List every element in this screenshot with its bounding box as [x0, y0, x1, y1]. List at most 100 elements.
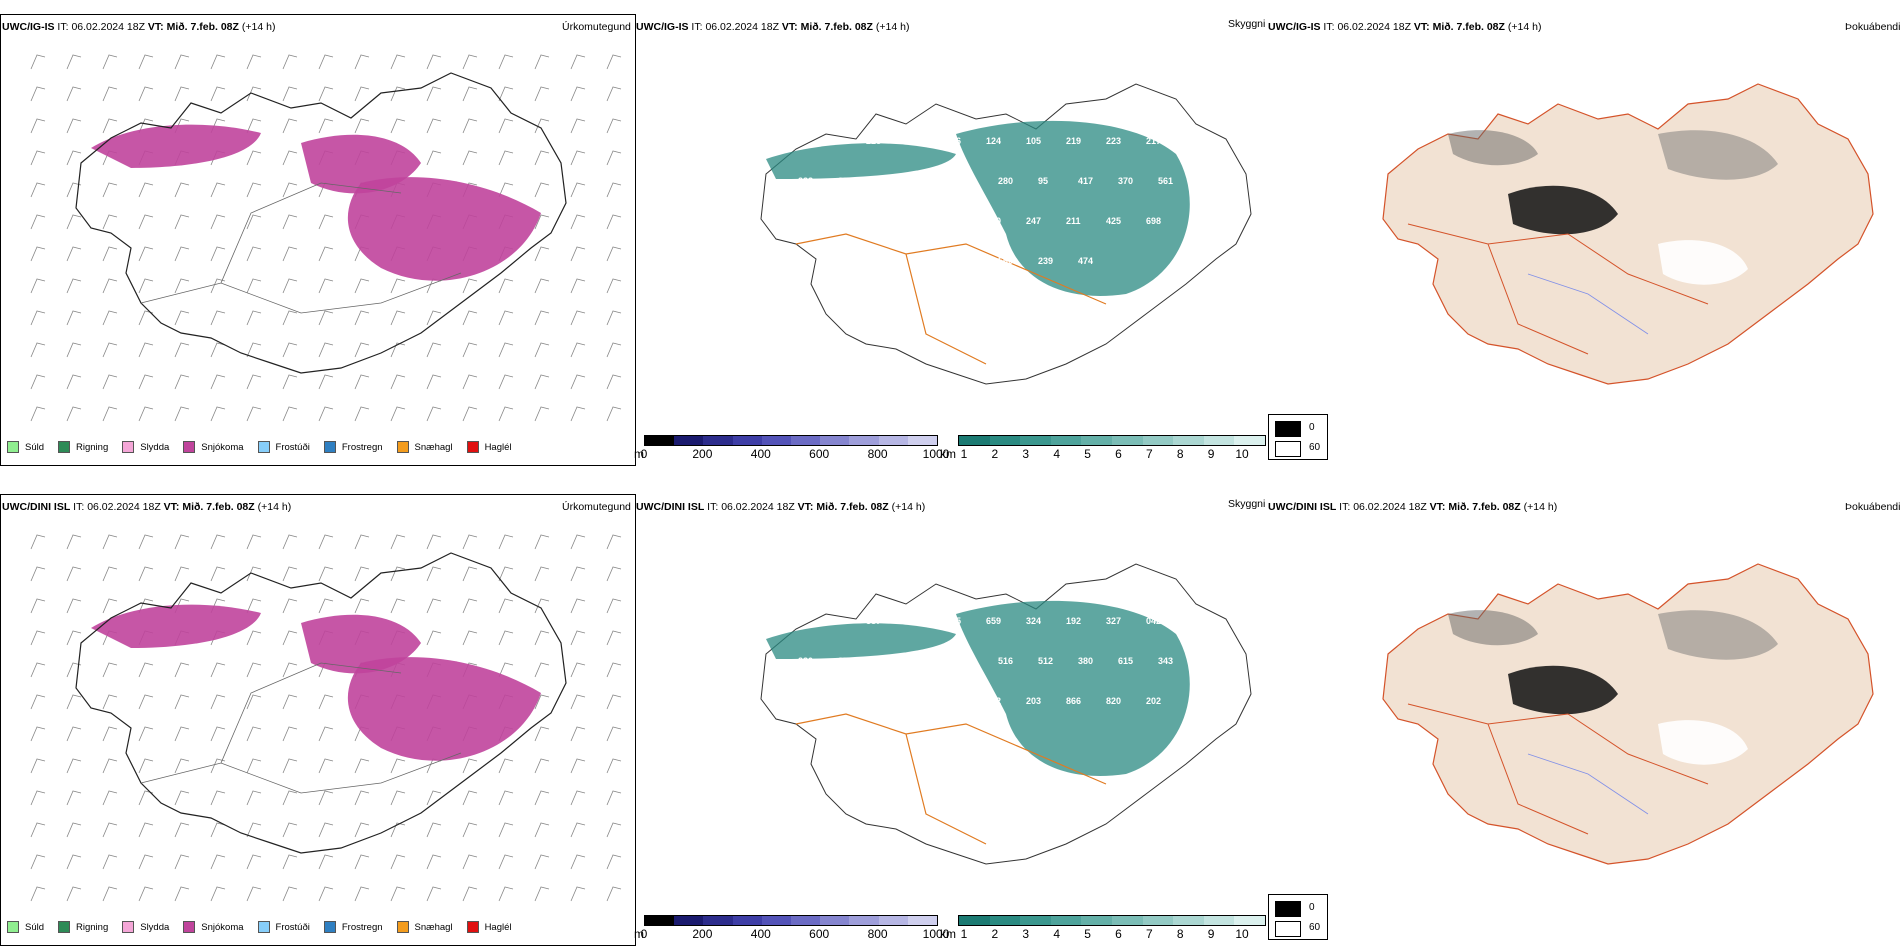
fog-legend-label: 60 — [1309, 922, 1321, 933]
colorbar-segment — [1020, 436, 1051, 445]
iceland-map: 233 300 387 234 215 659 324 192 327 042 230 354 578 3… — [760, 563, 1252, 865]
fog-legend-label: 0 — [1309, 902, 1315, 913]
legend-label: Slydda — [140, 921, 170, 933]
legend-swatch — [257, 921, 270, 933]
ceiling-spot-label: 345 — [958, 176, 973, 186]
panel-title: UWC/IG-IS IT: 06.02.2024 18Z VT: Mið. 7.… — [636, 21, 909, 33]
vt-value: Mið. 7.feb. 08Z — [800, 21, 873, 33]
colorbar-tick-label: 0 — [640, 447, 648, 461]
vt-label: VT: — [163, 501, 180, 513]
precip-type-panel-row2: Súld Rigning Slydda Snjókoma Frostúði Frostre… — [0, 494, 636, 946]
model-name: UWC/IG-IS — [636, 21, 689, 33]
vt-label: VT: — [781, 21, 798, 33]
it-label: IT: — [691, 21, 703, 33]
ceiling-spot-label: 561 — [1158, 176, 1173, 186]
ceiling-spot-label: 232 — [838, 256, 853, 266]
it-value: 06.02.2024 18Z — [1337, 21, 1411, 33]
ceiling-spot-label: 370 — [1118, 176, 1133, 186]
ceiling-spot-label: 401 — [906, 216, 921, 226]
legend-swatch — [323, 921, 336, 933]
fog-legend-swatch — [1275, 901, 1301, 917]
ceiling-spot-label: 234 — [906, 616, 921, 626]
ceiling-spot-label: 211 — [1066, 216, 1081, 226]
legend-item: Slydda — [122, 441, 169, 453]
lead-time: (+14 h) — [241, 21, 276, 33]
legend-item: Haglél — [466, 921, 512, 933]
ceiling-spot-label: 755 — [798, 256, 813, 266]
vt-value: Mið. 7.feb. 08Z — [1448, 501, 1521, 513]
ceiling-spot-label: 516 — [998, 656, 1013, 666]
ceiling-spot-label: 228 — [866, 136, 881, 146]
colorbar-segment — [1142, 916, 1174, 925]
it-value: 06.02.2024 18Z — [721, 501, 795, 513]
it-value: 06.02.2024 18Z — [87, 501, 161, 513]
fog-legend-swatch — [1275, 921, 1301, 937]
model-name: UWC/IG-IS — [1268, 21, 1321, 33]
ceiling-spot-label: 380 — [1078, 656, 1093, 666]
colorbar-segment — [1203, 436, 1235, 445]
precip-type-title: Úrkomutegund — [562, 501, 631, 513]
ceiling-spot-label: 615 — [1118, 656, 1133, 666]
colorbar-segment — [1111, 916, 1143, 925]
it-value: 06.02.2024 18Z — [71, 21, 145, 33]
colorbar-segment — [791, 916, 821, 925]
ceiling-spot-label: 343 — [1158, 656, 1173, 666]
legend-swatch — [257, 441, 270, 453]
panel-title: UWC/DINI ISL IT: 06.02.2024 18Z VT: Mið.… — [2, 501, 291, 513]
panel-title: UWC/IG-IS IT: 06.02.2024 18Z VT: Mið. 7.… — [1268, 21, 1541, 33]
colorbar-segment — [703, 916, 733, 925]
legend-swatch — [7, 921, 19, 933]
colorbar-segment — [989, 916, 1021, 925]
colorbar-segment — [959, 916, 990, 925]
legend-label: Rigning — [76, 441, 109, 453]
ceiling-spot-label: 239 — [1038, 256, 1053, 266]
legend-swatch — [183, 441, 196, 453]
legend-swatch — [466, 921, 479, 933]
ceiling-spot-label: 820 — [1106, 696, 1121, 706]
it-label: IT: — [1339, 501, 1351, 513]
ceiling-spot-label: 280 — [998, 176, 1013, 186]
ceiling-spot-label: 215 — [946, 616, 961, 626]
colorbar-segment — [703, 436, 733, 445]
legend-item: Rigning — [58, 441, 108, 453]
ceiling-spot-label: 129 — [878, 176, 893, 186]
ceiling-spot-label: 820 — [918, 256, 933, 266]
colorbar-tick-label: 10 — [1235, 927, 1249, 941]
ceiling-spot-label: 354 — [838, 656, 853, 666]
ceiling-spot-label: 138 — [866, 696, 881, 706]
ceiling-spot-label: 397 — [946, 216, 961, 226]
ceiling-spot-label: 122 — [986, 696, 1001, 706]
colorbar-segment — [849, 916, 879, 925]
precip-type-legend: Súld Rigning Slydda Snjókoma Frostúði Frostre… — [7, 441, 526, 456]
ceiling-spot-label: 202 — [1146, 696, 1161, 706]
colorbar-segment — [1173, 436, 1204, 445]
colorbar-segment — [761, 916, 792, 925]
colorbar-segment — [645, 916, 675, 925]
ceiling-spot-label: 425 — [1106, 216, 1121, 226]
legend-item: Haglél — [466, 441, 512, 453]
colorbar-tick-label: 1000 — [922, 927, 950, 941]
colorbar-tick-label: 8 — [1176, 927, 1184, 941]
iceland-map — [1382, 563, 1874, 865]
colorbar-tick-label: 2 — [991, 447, 999, 461]
iceland-map — [75, 552, 567, 854]
colorbar-segment — [1081, 916, 1112, 925]
colorbar-segment — [1081, 436, 1112, 445]
it-label: IT: — [73, 501, 85, 513]
legend-swatch — [466, 441, 479, 453]
colorbar-segment — [1020, 916, 1051, 925]
panel-title: UWC/IG-IS IT: 06.02.2024 18Z VT: Mið. 7.… — [2, 21, 275, 33]
fog-panel-row1 — [1268, 14, 1900, 464]
legend-label: Snæhagl — [414, 921, 453, 933]
colorbar-tick-label: 9 — [1207, 927, 1215, 941]
fog-map — [1382, 563, 1874, 865]
legend-swatch — [58, 921, 71, 933]
colorbar-segment — [878, 436, 908, 445]
fog-legend-label: 60 — [1309, 442, 1321, 453]
legend-item: Snjókoma — [183, 441, 244, 453]
colorbar-tick-label: 600 — [809, 447, 830, 461]
ceiling-unit: m — [634, 927, 644, 941]
colorbar-segment — [732, 916, 762, 925]
legend-item: Súld — [7, 921, 44, 933]
colorbar-segment — [820, 916, 850, 925]
